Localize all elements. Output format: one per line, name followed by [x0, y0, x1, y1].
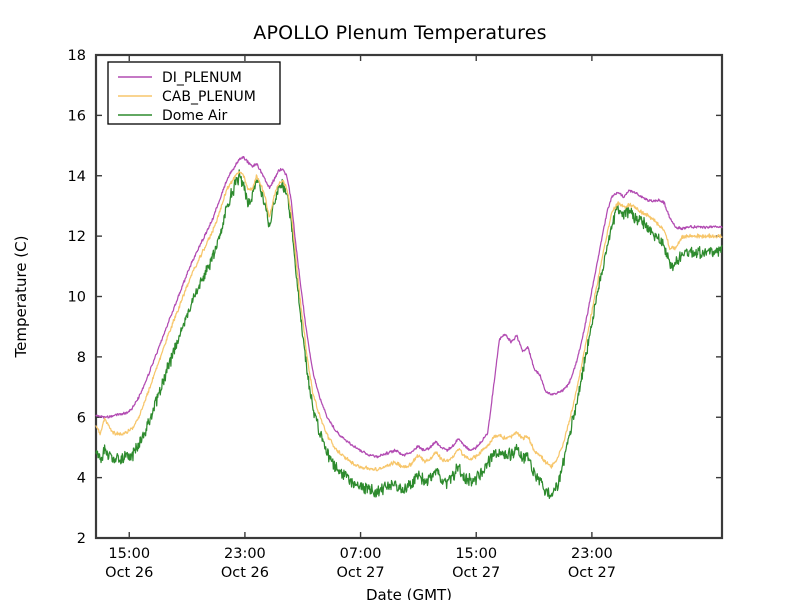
data-line-dome-air [95, 169, 723, 500]
y-tick-label: 2 [77, 531, 86, 547]
y-tick-label: 6 [77, 410, 86, 426]
axis-labels-group: Date (GMT) Temperature (C) [12, 236, 452, 600]
y-tick-label: 8 [77, 350, 86, 366]
legend-label-dome-air: Dome Air [162, 108, 228, 124]
x-tick-label-time: 23:00 [224, 546, 266, 562]
x-tick-label-time: 23:00 [571, 546, 613, 562]
legend[interactable]: DI_PLENUM CAB_PLENUM Dome Air [107, 61, 281, 125]
axes-group: 2 4 6 8 10 12 14 16 18 15:00 Oct 26 23:00 Oct 26 07:0… [68, 48, 724, 581]
data-line-di-plenum [95, 155, 723, 459]
data-lines-group [95, 155, 723, 500]
x-tick-label-date: Oct 27 [452, 565, 500, 581]
legend-label-di-plenum: DI_PLENUM [162, 70, 242, 86]
y-tick-label: 16 [68, 108, 86, 124]
y-axis-label: Temperature (C) [12, 236, 30, 359]
legend-label-cab-plenum: CAB_PLENUM [162, 89, 256, 105]
x-tick-label-date: Oct 26 [105, 565, 153, 581]
data-line-cab-plenum [95, 171, 723, 472]
legend-box [107, 61, 281, 125]
y-tick-label: 18 [68, 48, 86, 64]
y-tick-label: 14 [68, 169, 86, 185]
y-tick-label: 10 [68, 290, 86, 306]
x-tick-label-date: Oct 26 [221, 565, 269, 581]
x-tick-label-time: 15:00 [108, 546, 150, 562]
x-tick-label-date: Oct 27 [568, 565, 616, 581]
y-tick-label: 12 [68, 229, 86, 245]
chart-title: APOLLO Plenum Temperatures [253, 22, 547, 44]
x-tick-label-time: 07:00 [340, 546, 382, 562]
x-tick-label-time: 15:00 [455, 546, 497, 562]
x-tick-label-date: Oct 27 [336, 565, 384, 581]
y-tick-label: 4 [77, 471, 86, 487]
x-axis-label: Date (GMT) [366, 586, 452, 600]
